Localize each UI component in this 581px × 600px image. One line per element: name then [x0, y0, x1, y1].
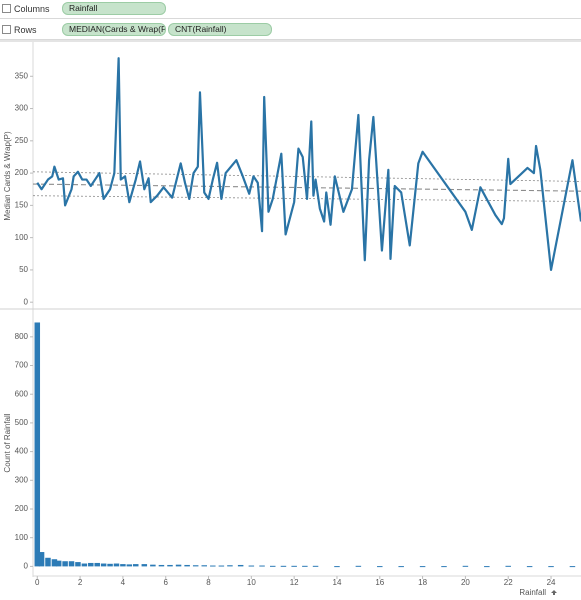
y-tick-label: 250 — [15, 136, 29, 145]
x-tick-label: 8 — [206, 578, 211, 587]
y-tick-label: 350 — [15, 71, 29, 80]
bar — [55, 560, 62, 567]
bar — [184, 564, 190, 567]
pin-icon[interactable] — [551, 590, 557, 595]
bar — [62, 561, 68, 567]
bar — [150, 564, 156, 567]
bar — [569, 566, 576, 568]
shelf-label: Columns — [14, 4, 50, 14]
pin-shape — [551, 590, 557, 595]
y-tick-label: 300 — [15, 104, 29, 113]
bar — [158, 564, 165, 567]
x-tick-label: 12 — [290, 578, 299, 587]
bar — [100, 563, 107, 567]
bar — [419, 566, 426, 568]
x-tick-label: 0 — [35, 578, 40, 587]
bar — [462, 565, 469, 567]
y-axis-title: Median Cards & Wrap(P) — [3, 131, 12, 221]
bar — [120, 564, 126, 567]
trend-line — [33, 171, 581, 182]
columns-shelf: Columns Rainfall — [0, 0, 581, 19]
rows-shelf: Rows MEDIAN(Cards & Wrap(P... CNT(Rainfa… — [0, 20, 581, 40]
y-tick-label: 400 — [15, 447, 29, 456]
bar — [51, 559, 58, 567]
y-tick-label: 200 — [15, 168, 29, 177]
y-tick-label: 50 — [19, 265, 28, 274]
pill[interactable]: Rainfall — [62, 2, 166, 15]
y-tick-label: 300 — [15, 475, 29, 484]
y-tick-label: 600 — [15, 389, 29, 398]
bar — [291, 565, 297, 567]
bar — [38, 552, 45, 567]
x-axis-title: Rainfall — [519, 588, 546, 597]
x-tick-label: 10 — [247, 578, 256, 587]
bar — [68, 561, 75, 567]
bar — [133, 564, 139, 567]
x-tick-label: 18 — [418, 578, 427, 587]
bar — [270, 565, 276, 567]
bar — [398, 566, 404, 568]
y-tick-label: 500 — [15, 418, 29, 427]
x-tick-label: 6 — [163, 578, 168, 587]
x-tick-label: 20 — [461, 578, 470, 587]
x-tick-label: 16 — [375, 578, 384, 587]
y-tick-label: 700 — [15, 361, 29, 370]
bar — [526, 566, 533, 568]
bar — [548, 566, 554, 568]
x-tick-label: 22 — [504, 578, 513, 587]
x-tick-label: 24 — [547, 578, 556, 587]
x-tick-label: 4 — [121, 578, 126, 587]
bar — [94, 562, 100, 567]
trend-line — [33, 195, 581, 202]
bar — [248, 565, 255, 567]
shelf-icon — [2, 25, 11, 34]
y-tick-label: 200 — [15, 504, 29, 513]
bar — [192, 565, 199, 567]
bar — [484, 566, 490, 568]
bar — [88, 562, 94, 567]
pill[interactable]: CNT(Rainfall) — [168, 23, 272, 36]
bar — [355, 565, 362, 567]
bar — [201, 565, 207, 567]
bar — [45, 557, 51, 567]
x-tick-label: 2 — [78, 578, 83, 587]
x-tick-label: 14 — [333, 578, 342, 587]
bar — [210, 565, 216, 567]
y-tick-label: 100 — [15, 533, 29, 542]
bar — [237, 564, 244, 567]
plot-area — [33, 57, 581, 568]
bar — [34, 322, 41, 567]
bar — [218, 565, 225, 567]
y-tick-label: 150 — [15, 200, 29, 209]
y-tick-label: 100 — [15, 233, 29, 242]
bar — [81, 563, 88, 567]
shelf-icon — [2, 4, 11, 13]
y-axis-title: Count of Rainfall — [3, 413, 12, 472]
data-line — [36, 57, 581, 272]
bar — [126, 564, 133, 567]
bar — [280, 565, 287, 567]
bar — [312, 565, 319, 567]
pill[interactable]: MEDIAN(Cards & Wrap(P... — [62, 23, 166, 36]
bar — [377, 566, 383, 568]
y-tick-label: 800 — [15, 332, 29, 341]
bar — [113, 563, 120, 567]
bar — [175, 564, 182, 567]
bar — [505, 565, 511, 567]
bar — [441, 566, 447, 568]
bar — [167, 564, 173, 567]
bar — [107, 563, 113, 567]
bar — [75, 562, 81, 567]
shelf-label: Rows — [14, 25, 37, 35]
y-tick-label: 0 — [24, 562, 29, 571]
y-tick-label: 0 — [24, 297, 29, 306]
bar — [141, 564, 148, 567]
bar — [302, 565, 308, 567]
bar — [227, 565, 233, 567]
bar — [334, 566, 340, 568]
bar — [259, 565, 265, 567]
